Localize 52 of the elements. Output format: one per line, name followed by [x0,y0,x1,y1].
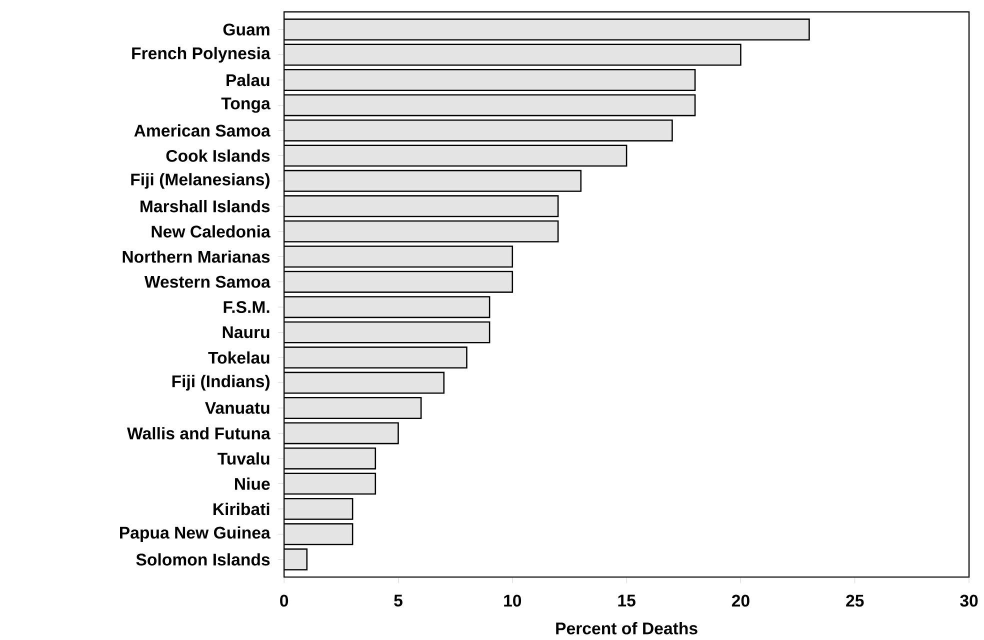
bar [284,69,696,91]
x-tick-label: 20 [732,594,750,607]
bar [284,170,582,192]
y-tick-label: Fiji (Indians) [172,374,270,391]
x-tick-label: 10 [504,594,522,607]
y-tick-label: Northern Marianas [122,250,270,263]
bar [284,246,514,268]
y-tick-label: Tokelau [208,351,270,364]
y-tick-label: Wallis and Futuna [127,427,270,440]
x-tick-label: 0 [280,594,288,607]
x-tick-label: 30 [960,594,978,607]
y-tick-label: New Caledonia [152,225,270,238]
y-tick-label: Nauru [222,326,270,338]
y-tick-label: Guam [223,24,270,36]
y-tick-label: Marshall Islands [140,200,270,212]
bar [284,94,696,116]
bar [284,447,376,470]
y-tick-label: French Polynesia [132,46,270,63]
y-tick-label: Solomon Islands [136,553,270,566]
bar [284,220,559,242]
y-tick-label: Papua New Guinea [120,526,270,542]
bar [284,372,445,394]
bar [284,397,422,419]
bar [284,498,354,520]
bar [284,296,490,318]
bar [284,321,490,344]
y-tick-label: Fiji (Melanesians) [131,173,270,189]
x-tick-label: 5 [394,594,402,606]
y-tick-label: Kiribati [214,502,270,516]
bar [284,523,354,546]
bar [284,472,376,495]
y-tick-label: Tuvalu [218,452,270,465]
bar [284,195,559,218]
bar [284,18,810,41]
x-tick-label: 25 [846,594,864,607]
y-tick-label: Vanuatu [205,402,270,414]
y-tick-label: Tonga [221,98,270,113]
bar [284,44,742,66]
bar [284,144,628,167]
bar [284,119,673,142]
bar [284,346,468,369]
y-tick-label: Niue [235,478,270,490]
x-tick-label: 15 [618,594,636,606]
y-tick-label: Western Samoa [144,276,270,288]
bar [284,548,308,570]
bar [284,270,514,293]
y-tick-label: F.S.M. [224,301,270,314]
y-tick-label: Cook Islands [166,150,270,162]
y-tick-label: American Samoa [134,124,270,137]
y-tick-label: Palau [226,74,270,86]
x-axis-title: Percent of Deaths [556,622,698,634]
bar [284,422,399,444]
